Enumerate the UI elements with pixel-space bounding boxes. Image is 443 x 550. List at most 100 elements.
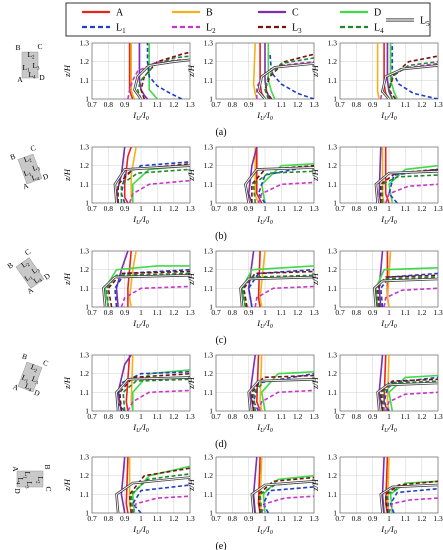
- series-L3-line: [251, 164, 314, 203]
- x-tick-label: 1.1: [153, 412, 163, 421]
- edge-label: L1: [22, 167, 33, 179]
- x-tick-label: 0.9: [244, 412, 254, 421]
- series-L1-line: [146, 43, 183, 99]
- series-L5-line-inner: [244, 167, 314, 203]
- series-L2-line: [127, 389, 190, 411]
- x-axis-label: IU/I0: [380, 422, 396, 434]
- panel-1-0: 0.7 0.8 0.9 1 1.1 1.2 1.3 1 1.1 1.2 1.3 z/H IU/I0: [62, 143, 195, 227]
- series-L5-line-inner: [251, 480, 314, 513]
- x-tick-label: 1.3: [185, 100, 195, 109]
- edge-label: L4: [28, 70, 36, 81]
- x-tick-label: 1.2: [293, 204, 303, 213]
- edge-label: L4: [30, 172, 41, 184]
- series-L5-line-inner: [382, 64, 438, 99]
- series-L2-line: [384, 183, 438, 203]
- series-L3-line: [128, 467, 190, 513]
- x-axis-label: IU/I0: [132, 524, 148, 536]
- x-axis-label: IU/I0: [256, 110, 272, 122]
- panel-2-2: 0.7 0.8 0.9 1 1.1 1.2 1.3 1 1.1 1.2 1.3 z/H IU/I0: [310, 247, 443, 331]
- legend-entry-L4: L4: [340, 23, 384, 35]
- series-group: [239, 251, 314, 307]
- series-group: [379, 457, 438, 513]
- series-L1-line: [262, 486, 314, 513]
- series-C-line: [117, 355, 132, 411]
- edge-label: L1: [20, 373, 31, 385]
- x-tick-label: 1.1: [277, 204, 287, 213]
- edge-label: L2: [27, 50, 35, 61]
- series-L5-line-inner: [377, 382, 438, 411]
- series-L5-line-inner: [102, 274, 190, 307]
- x-tick-label: 1.1: [401, 514, 411, 523]
- y-tick-label: 1.1: [204, 284, 214, 293]
- x-axis-label: IU/I0: [132, 318, 148, 330]
- x-tick-label: 1: [387, 204, 391, 213]
- x-tick-label: 1: [263, 412, 267, 421]
- y-tick-label: 1.3: [328, 247, 338, 256]
- series-L1-line: [379, 272, 438, 307]
- legend-entry-L1: L1: [82, 23, 126, 35]
- legend-label: L2: [206, 23, 216, 36]
- panel-0-0: 0.7 0.8 0.9 1 1.1 1.2 1.3 1 1.1 1.2 1.3 z/H IU/I0: [62, 39, 195, 123]
- x-tick-label: 1.3: [433, 204, 443, 213]
- series-A-line: [128, 43, 134, 99]
- series-L3-line: [384, 480, 438, 513]
- x-tick-label: 1.1: [401, 308, 411, 317]
- series-L4-line: [136, 55, 190, 99]
- panel-caption: (d): [215, 439, 227, 450]
- y-tick-label: 1.2: [204, 471, 214, 480]
- y-axis-label: z/H: [62, 376, 72, 390]
- corner-label: A: [21, 181, 30, 192]
- x-tick-label: 0.8: [228, 204, 238, 213]
- x-tick-label: 0.7: [211, 412, 221, 421]
- corner-label: B: [43, 464, 52, 469]
- y-tick-label: 1.2: [204, 57, 214, 66]
- plot-frame: [91, 354, 191, 412]
- x-tick-label: 1.1: [277, 308, 287, 317]
- corner-label: A: [17, 75, 23, 84]
- series-group: [376, 43, 438, 99]
- x-tick-label: 1.1: [401, 100, 411, 109]
- series-L2-line: [383, 287, 438, 307]
- series-L3-line: [376, 274, 438, 307]
- legend: A B C D L1 L2 L3 L4 L5: [65, 2, 431, 37]
- y-axis-label: z/H: [186, 64, 196, 78]
- y-tick-label: 1.3: [204, 39, 214, 48]
- series-D-line: [132, 369, 190, 411]
- edge-label: L3: [24, 481, 35, 489]
- edge-label: L2: [22, 153, 33, 165]
- y-tick-label: 1.2: [80, 161, 90, 170]
- x-tick-label: 0.7: [87, 514, 97, 523]
- x-tick-label: 1.3: [433, 514, 443, 523]
- x-tick-label: 1.1: [153, 100, 163, 109]
- x-tick-label: 1.2: [169, 100, 179, 109]
- panel-caption: (c): [215, 335, 226, 346]
- series-D-line: [260, 163, 314, 203]
- y-tick-label: 1.1: [328, 76, 338, 85]
- legend-entry-B: B: [172, 8, 213, 19]
- x-tick-label: 1.1: [153, 514, 163, 523]
- series-L5-line-inner: [240, 276, 314, 307]
- corner-label: D: [41, 171, 50, 182]
- x-tick-label: 1.1: [153, 204, 163, 213]
- x-tick-label: 1: [387, 412, 391, 421]
- series-L1-line: [391, 43, 438, 99]
- panel-4-1: 0.7 0.8 0.9 1 1.1 1.2 1.3 1 1.1 1.2 1.3 z/H IU/I0: [186, 453, 319, 537]
- building-rect: [15, 257, 45, 289]
- x-axis-label: IU/I0: [256, 422, 272, 434]
- edge-label: L3: [30, 374, 41, 386]
- y-tick-label: 1.2: [80, 471, 90, 480]
- y-axis-label: z/H: [310, 478, 320, 492]
- series-L2-line: [257, 181, 314, 203]
- x-tick-label: 1.3: [309, 308, 319, 317]
- x-tick-label: 1.3: [185, 308, 195, 317]
- y-tick-label: 1.1: [204, 388, 214, 397]
- y-tick-label: 1.3: [328, 351, 338, 360]
- series-group: [102, 251, 190, 307]
- legend-label: L5: [420, 16, 430, 29]
- y-tick-label: 1.2: [328, 161, 338, 170]
- y-tick-label: 1: [333, 199, 337, 208]
- y-tick-label: 1.1: [80, 76, 90, 85]
